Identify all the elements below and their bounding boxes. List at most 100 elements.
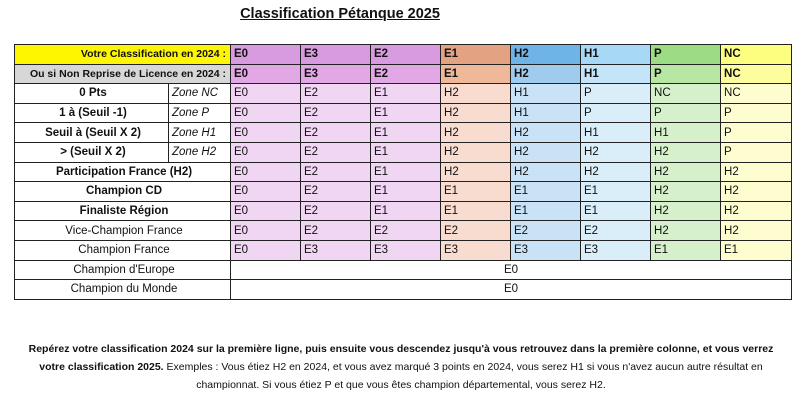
table-cell: H2 bbox=[440, 122, 512, 143]
table-cell: H2 bbox=[720, 161, 793, 183]
table-cell: E2 bbox=[510, 220, 582, 241]
header-cell: E1 bbox=[440, 44, 512, 65]
table-cell: H1 bbox=[580, 122, 652, 143]
header-cell: H2 bbox=[510, 44, 582, 65]
merged-row-label: Champion du Monde bbox=[13, 279, 232, 300]
header-cell: P bbox=[650, 44, 722, 65]
merged-row-value: E0 bbox=[230, 279, 793, 300]
table-cell: E1 bbox=[580, 181, 652, 202]
zone-row-zone: Zone NC bbox=[167, 83, 232, 104]
instructions-examples: Exemples : Vous étiez H2 en 2024, et vou… bbox=[163, 361, 763, 391]
table-cell: P bbox=[580, 102, 652, 124]
zone-row: Seuil à (Seuil X 2) Zone H1 E0 E2 E1 H2 H2 H1 H1… bbox=[14, 122, 793, 143]
header-cell: E2 bbox=[370, 44, 442, 65]
zone-row: 0 Pts Zone NC E0 E2 E1 H2 H1 P NC NC bbox=[14, 83, 793, 104]
zone-row-label: Seuil à (Seuil X 2) bbox=[14, 122, 169, 143]
table-cell: E1 bbox=[440, 181, 512, 202]
table-cell: H2 bbox=[580, 161, 652, 183]
table-cell: H2 bbox=[720, 200, 793, 222]
table-cell: H2 bbox=[440, 83, 512, 104]
result-row: Champion CD E0 E2 E1 E1 E1 E1 H2 H2 bbox=[13, 181, 793, 202]
table-cell: H2 bbox=[580, 141, 652, 163]
table-cell: E2 bbox=[300, 200, 372, 222]
table-cell: H1 bbox=[510, 102, 582, 124]
table-cell: E0 bbox=[230, 83, 302, 104]
table-cell: P bbox=[580, 83, 652, 104]
table-cell: H2 bbox=[650, 200, 722, 222]
header-cell: H1 bbox=[580, 44, 652, 65]
table-cell: H2 bbox=[510, 161, 582, 183]
table-cell: E1 bbox=[580, 200, 652, 222]
zone-row-zone: Zone P bbox=[167, 102, 232, 124]
table-cell: E2 bbox=[300, 83, 372, 104]
table-cell: E0 bbox=[230, 141, 302, 163]
table-cell: E3 bbox=[440, 239, 512, 261]
header-cell: P bbox=[650, 63, 722, 85]
result-row-label: Champion France bbox=[13, 239, 232, 261]
table-cell: E2 bbox=[300, 161, 372, 183]
merged-row: Champion d'Europe E0 bbox=[13, 259, 793, 281]
header-row: Ou si Non Reprise de Licence en 2024 : E0… bbox=[13, 63, 793, 85]
table-cell: E0 bbox=[230, 239, 302, 261]
result-row: Participation France (H2) E0 E2 E1 H2 H2 H2 H2 H… bbox=[13, 161, 793, 183]
table-cell: E1 bbox=[370, 83, 442, 104]
table-cell: E1 bbox=[370, 122, 442, 143]
zone-row: 1 à (Seuil -1) Zone P E0 E2 E1 H2 H1 P P P bbox=[14, 102, 793, 124]
table-cell: E0 bbox=[230, 102, 302, 124]
zone-row-label: > (Seuil X 2) bbox=[14, 141, 169, 163]
table-cell: H2 bbox=[440, 161, 512, 183]
table-cell: E1 bbox=[370, 181, 442, 202]
header-cell: H2 bbox=[510, 63, 582, 85]
header-cell: E3 bbox=[300, 63, 372, 85]
table-cell: P bbox=[720, 122, 793, 143]
table-cell: NC bbox=[720, 83, 793, 104]
table-cell: E0 bbox=[230, 161, 302, 183]
table-cell: E3 bbox=[510, 239, 582, 261]
table-cell: E1 bbox=[370, 102, 442, 124]
header-row-label: Ou si Non Reprise de Licence en 2024 : bbox=[13, 63, 232, 85]
table-cell: H2 bbox=[440, 102, 512, 124]
table-cell: E2 bbox=[300, 122, 372, 143]
table-cell: E1 bbox=[370, 141, 442, 163]
result-row-label: Finaliste Région bbox=[13, 200, 232, 222]
table-cell: H2 bbox=[510, 122, 582, 143]
zone-row: > (Seuil X 2) Zone H2 E0 E2 E1 H2 H2 H2 H2 P bbox=[14, 141, 793, 163]
table-cell: E2 bbox=[300, 220, 372, 241]
table-cell: E2 bbox=[300, 141, 372, 163]
zone-row-zone: Zone H2 bbox=[167, 141, 232, 163]
instructions-bold: Repérez votre classification 2024 sur la… bbox=[28, 343, 774, 373]
header-cell: NC bbox=[720, 63, 793, 85]
table-cell: E2 bbox=[370, 220, 442, 241]
merged-row: Champion du Monde E0 bbox=[13, 279, 793, 300]
zone-row-label: 1 à (Seuil -1) bbox=[14, 102, 169, 124]
header-cell: E0 bbox=[230, 63, 302, 85]
result-row: Champion France E0 E3 E3 E3 E3 E3 E1 E1 bbox=[13, 239, 793, 261]
header-cell: H1 bbox=[580, 63, 652, 85]
merged-row-label: Champion d'Europe bbox=[13, 259, 232, 281]
table-cell: E1 bbox=[650, 239, 722, 261]
header-cell: E2 bbox=[370, 63, 442, 85]
table-cell: E2 bbox=[300, 102, 372, 124]
result-row-label: Vice-Champion France bbox=[13, 220, 232, 241]
header-row: Votre Classification en 2024 : E0 E3 E2 E1 H2… bbox=[13, 44, 793, 65]
table-cell: H2 bbox=[650, 181, 722, 202]
result-row: Vice-Champion France E0 E2 E2 E2 E2 E2 H2 H2 bbox=[13, 220, 793, 241]
table-cell: E3 bbox=[580, 239, 652, 261]
result-row-label: Champion CD bbox=[13, 181, 232, 202]
table-cell: E2 bbox=[300, 181, 372, 202]
table-cell: H2 bbox=[720, 181, 793, 202]
table-cell: E2 bbox=[580, 220, 652, 241]
table-cell: H2 bbox=[720, 220, 793, 241]
table-cell: E0 bbox=[230, 200, 302, 222]
zone-row-label: 0 Pts bbox=[14, 83, 169, 104]
table-cell: H2 bbox=[440, 141, 512, 163]
table-cell: E3 bbox=[300, 239, 372, 261]
table-cell: E1 bbox=[440, 200, 512, 222]
table-cell: H1 bbox=[510, 83, 582, 104]
table-cell: P bbox=[650, 102, 722, 124]
header-cell: E1 bbox=[440, 63, 512, 85]
header-row-label: Votre Classification en 2024 : bbox=[13, 44, 232, 65]
header-cell: E0 bbox=[230, 44, 302, 65]
table-cell: E0 bbox=[230, 122, 302, 143]
header-cell: NC bbox=[720, 44, 793, 65]
